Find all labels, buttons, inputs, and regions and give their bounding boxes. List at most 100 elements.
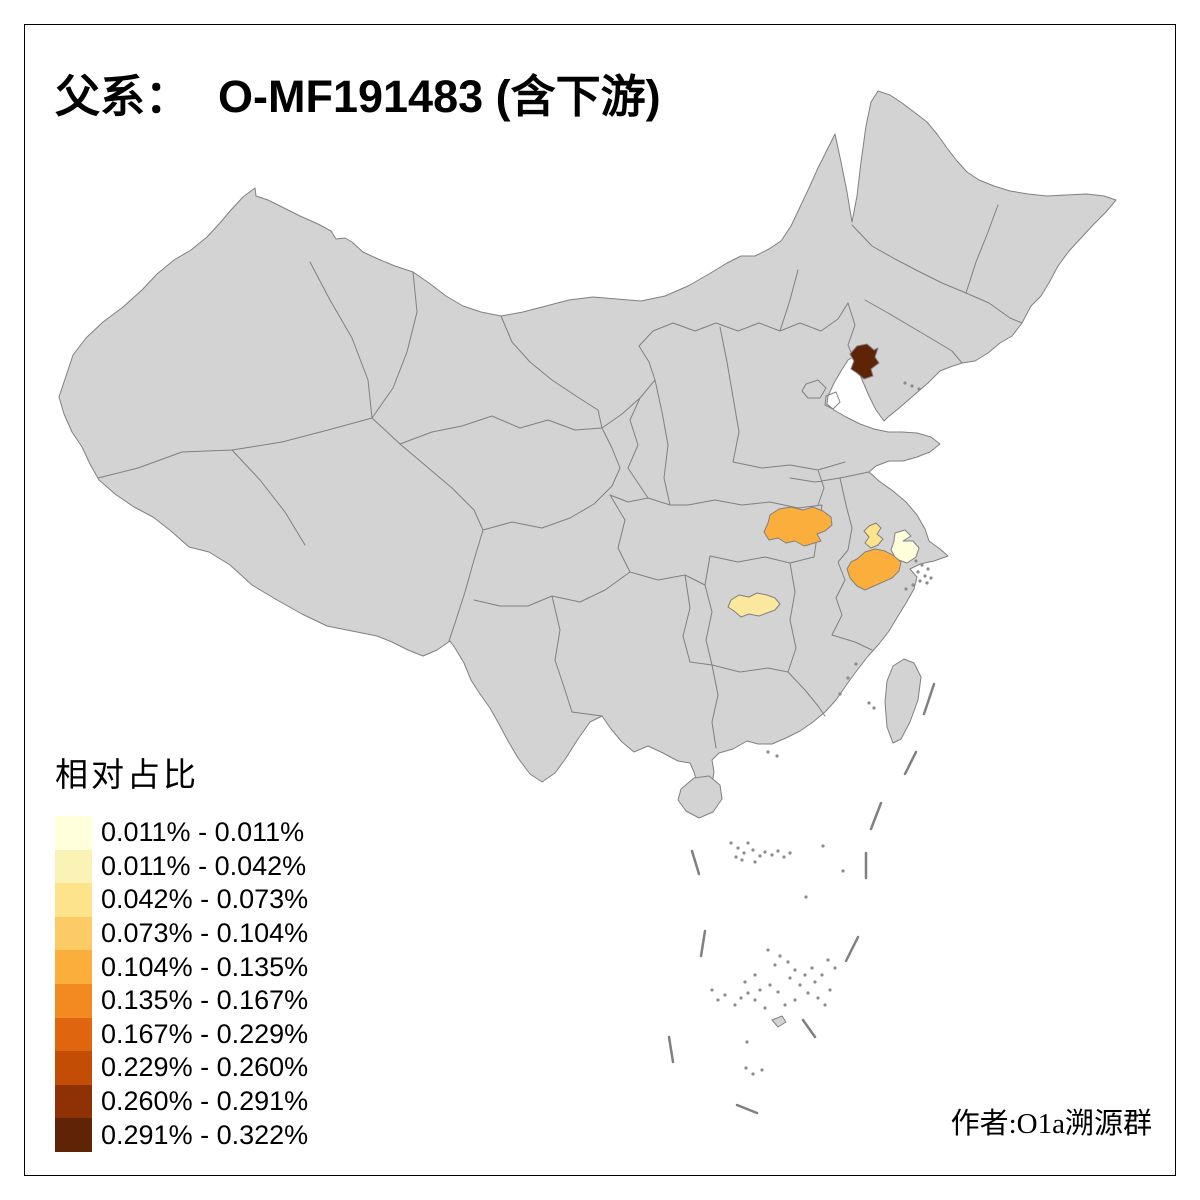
highlight-region-central-west [763, 506, 833, 547]
legend-item: 0.135% - 0.167% [55, 983, 309, 1018]
highlight-region-north-hunan [727, 592, 781, 618]
islet-dot [746, 841, 750, 845]
sea-boundary-dash [699, 929, 707, 958]
islet-dot [760, 1068, 764, 1072]
legend-label: 0.229% - 0.260% [101, 1052, 309, 1083]
islet-dot [783, 1003, 787, 1007]
islet-dot [920, 563, 924, 567]
islet-dot [823, 1003, 827, 1007]
islet-dot [821, 844, 825, 848]
legend-swatch [55, 983, 92, 1018]
legend-swatch [55, 950, 92, 984]
title-prefix: 父系： [55, 72, 191, 122]
islet-dot [914, 559, 918, 563]
islet-dot [872, 706, 876, 710]
page-title: 父系： O-MF191483 (含下游) [55, 60, 661, 125]
islet-dot [740, 858, 744, 862]
highlight-region-bohai-northwest [849, 343, 880, 380]
islet-dot [841, 869, 845, 873]
islet-dot [742, 851, 746, 855]
small-islands-group [710, 381, 933, 1076]
islet-dot [929, 576, 933, 580]
islet-dot [833, 966, 837, 970]
legend-swatch [55, 849, 92, 884]
islet-dot [826, 958, 830, 962]
hainan-island [677, 775, 723, 819]
islet-dot [733, 1003, 737, 1007]
islet-dot [743, 980, 747, 984]
islet-dot [753, 998, 757, 1002]
sea-boundary-dash [690, 849, 701, 876]
sea-boundary-dash [869, 801, 883, 831]
islet-dot [788, 851, 792, 855]
islet-dot [745, 1040, 749, 1044]
islet-dot [758, 988, 762, 992]
islet-dot [753, 860, 757, 864]
islet-dot [793, 998, 797, 1002]
islet-dot [803, 973, 807, 977]
islet-dot [739, 996, 743, 1000]
islet-dot [911, 583, 915, 587]
islet-dot [776, 990, 780, 994]
legend-swatch [55, 1084, 92, 1119]
legend-item: 0.291% - 0.322% [55, 1118, 308, 1152]
legend-swatch [55, 1017, 92, 1052]
sea-boundary-dash [922, 682, 936, 716]
islet-dot [753, 973, 757, 977]
islet-dot [810, 966, 814, 970]
islet-dot [916, 570, 920, 574]
legend-label: 0.291% - 0.322% [101, 1119, 309, 1150]
islet-dot [867, 701, 871, 705]
islet-dot [786, 960, 790, 964]
islet-dot [775, 754, 779, 758]
islet-dot [925, 581, 929, 585]
sea-boundary-dash [667, 1035, 675, 1064]
islet-dot [746, 991, 750, 995]
attribution-text: 作者:O1a溯源群 [950, 1108, 1152, 1140]
islet-dot [770, 853, 774, 857]
islet-dot [846, 676, 850, 680]
legend-item: 0.104% - 0.135% [55, 950, 308, 984]
legend-label: 0.073% - 0.104% [101, 918, 309, 949]
legend-label: 0.135% - 0.167% [101, 985, 309, 1016]
islet-dot [778, 954, 782, 958]
legend-item: 0.011% - 0.042% [55, 849, 308, 884]
legend-rows: 0.011% - 0.011% 0.011% - 0.042% 0.042% - 0… [55, 816, 308, 1152]
islet-dot [768, 983, 772, 987]
title-haplogroup: O-MF191483 (含下游) [218, 71, 661, 122]
islet-dot [736, 846, 740, 850]
legend-swatch [55, 1051, 92, 1085]
islet-dot [776, 849, 780, 853]
islet-dot [788, 976, 792, 980]
islet-dot [773, 963, 777, 967]
sea-boundary-dash [801, 1018, 817, 1039]
islet-dot [917, 387, 921, 391]
islet-dot [763, 1006, 767, 1010]
islet-dot [751, 1072, 755, 1076]
sea-boundary-dash [735, 1103, 759, 1115]
islet-dot [854, 662, 858, 666]
islet-dot [729, 841, 733, 845]
islet-dot [910, 384, 914, 388]
sea-boundary-dash [903, 750, 918, 776]
taiwan-island [884, 658, 922, 744]
highlight-region-yangtze-delta [890, 529, 920, 564]
south-sea-islet [771, 1015, 787, 1028]
islet-dot [751, 848, 755, 852]
legend-item: 0.229% - 0.260% [55, 1051, 308, 1085]
islet-dot [766, 948, 770, 952]
islet-dot [926, 567, 930, 571]
islet-dot [782, 855, 786, 859]
islet-dot [828, 988, 832, 992]
islet-dot [903, 381, 907, 385]
legend-swatch [55, 883, 92, 917]
legend-swatch [55, 1118, 92, 1152]
islet-dot [816, 996, 820, 1000]
legend-label: 0.260% - 0.291% [101, 1086, 309, 1117]
islet-dot [838, 692, 842, 696]
islet-dot [766, 750, 770, 754]
islet-dot [904, 587, 908, 591]
province-borders [97, 204, 1023, 749]
